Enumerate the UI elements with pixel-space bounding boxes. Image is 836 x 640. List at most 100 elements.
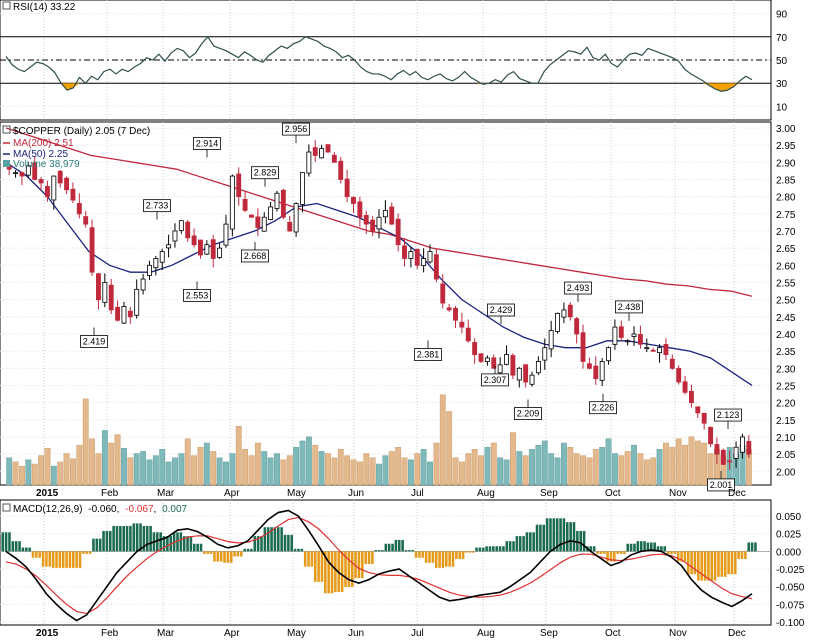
macd-hist-bar-positive [196, 543, 199, 552]
candle-up [548, 330, 554, 350]
candle-down [89, 227, 95, 273]
macd-title: MACD(12,26,9) -0.060, -0.067, 0.007 [13, 504, 188, 515]
candle-up [223, 223, 229, 246]
macd-hist-bar-positive [512, 541, 515, 552]
macd-hist-bar-positive [182, 536, 186, 552]
volume-bar [203, 442, 210, 486]
price-tick-label: 2.10 [776, 433, 796, 444]
volume-bar [350, 459, 357, 486]
macd-hist-bar-negative [233, 551, 236, 557]
macd-hist-bar-positive [481, 547, 485, 552]
candle-up [421, 258, 427, 267]
month-tick-label: Mar [157, 628, 175, 639]
volume-bar [305, 436, 312, 486]
volume-bar [216, 457, 223, 486]
candle-up [606, 347, 611, 362]
candle-up [561, 309, 567, 318]
volume-bar [191, 455, 198, 486]
macd-hist-bar-positive [250, 548, 253, 552]
macd-hist-bar-negative [723, 551, 727, 577]
macd-title-signal: -0.067 [125, 504, 154, 515]
macd-hist-bar-positive [582, 531, 586, 552]
macd-hist-bar-negative [468, 551, 472, 553]
candle-up [268, 206, 274, 220]
macd-hist-bar-negative [670, 551, 673, 554]
macd-hist-bar-negative [737, 551, 740, 560]
candle-up [261, 216, 267, 232]
rsi-line [5, 35, 753, 92]
macd-hist-bar-negative [354, 551, 357, 579]
macd-hist-bar-positive [401, 539, 404, 552]
macd-hist-bar-negative [414, 551, 418, 558]
macd-tick-label: 0.000 [776, 547, 801, 558]
candle-down [746, 441, 752, 455]
month-tick-label: Jul [411, 628, 424, 639]
price-tick-label: 2.55 [776, 278, 796, 289]
candle-up [733, 446, 739, 459]
volume-bar [76, 444, 83, 486]
candle-down [395, 218, 401, 246]
macd-hist-bar-negative [623, 551, 626, 554]
macd-tick-label: -0.075 [776, 600, 805, 611]
annotation-box [564, 281, 592, 295]
macd-hist-bar-negative [619, 551, 623, 554]
macd-hist-bar-positive [162, 536, 166, 552]
macd-hist-bar-positive [159, 532, 162, 552]
macd-hist-bar-positive [297, 548, 300, 552]
price-title: $COPPER (Daily) 2.05 (7 Dec) [13, 126, 150, 137]
month-tick-label: 2015 [36, 488, 59, 499]
month-tick-label: Oct [605, 628, 621, 639]
macd-hist-bar-negative [58, 551, 62, 568]
volume-bar [656, 449, 663, 486]
volume-bar [127, 457, 134, 486]
annotation-label: 2.419 [83, 336, 106, 346]
volume-bar [701, 442, 708, 486]
annotation-box [714, 408, 742, 422]
price-tick-label: 2.15 [776, 416, 796, 427]
macd-hist-bar-positive [545, 518, 549, 552]
volume-bar [267, 457, 274, 486]
volume-bar [172, 457, 178, 486]
candle-down [465, 327, 471, 342]
macd-hist-bar-negative [465, 551, 468, 553]
candle-down [210, 239, 216, 259]
macd-hist-bar-negative [727, 551, 730, 575]
candle-up [293, 203, 299, 233]
macd-hist-bar-negative [223, 551, 226, 563]
macd-hist-bar-positive [498, 546, 502, 552]
macd-hist-bar-positive [260, 536, 263, 552]
macd-hist-bar-positive [663, 546, 667, 552]
rsi-oversold-fill [67, 83, 74, 91]
macd-hist-bar-positive [589, 546, 593, 552]
macd-hist-bar-negative [310, 551, 314, 567]
candle-down [38, 179, 44, 184]
annotation-box [183, 289, 211, 302]
macd-hist-bar-positive [381, 550, 384, 552]
macd-tick-label: -0.025 [776, 565, 805, 576]
volume-bar [165, 461, 172, 486]
volume-bar [465, 453, 472, 486]
date-axis-strip [0, 486, 771, 499]
date-axis-strip-bottom [0, 626, 771, 640]
volume-bar [286, 455, 293, 486]
macd-hist-bar-negative [609, 551, 613, 562]
month-tick-label: Apr [224, 488, 240, 499]
volume-bar [12, 461, 19, 486]
candle-down [586, 363, 592, 369]
macd-hist-bar-negative [690, 551, 693, 575]
annotation-box [707, 478, 735, 492]
volume-bar [554, 457, 561, 486]
macd-hist-bar-positive [754, 542, 757, 552]
macd-hist-bar-positive [592, 546, 596, 552]
candle-down [402, 245, 407, 259]
volume-bar [89, 438, 96, 486]
rsi-tick-label: 90 [776, 10, 788, 21]
candle-up [204, 244, 210, 255]
candle-up [542, 347, 548, 361]
candle-up [178, 220, 184, 231]
macd-hist-bar-negative [48, 551, 52, 567]
candle-up [427, 251, 433, 263]
volume-bar [19, 465, 25, 486]
annotation-box [414, 348, 442, 361]
